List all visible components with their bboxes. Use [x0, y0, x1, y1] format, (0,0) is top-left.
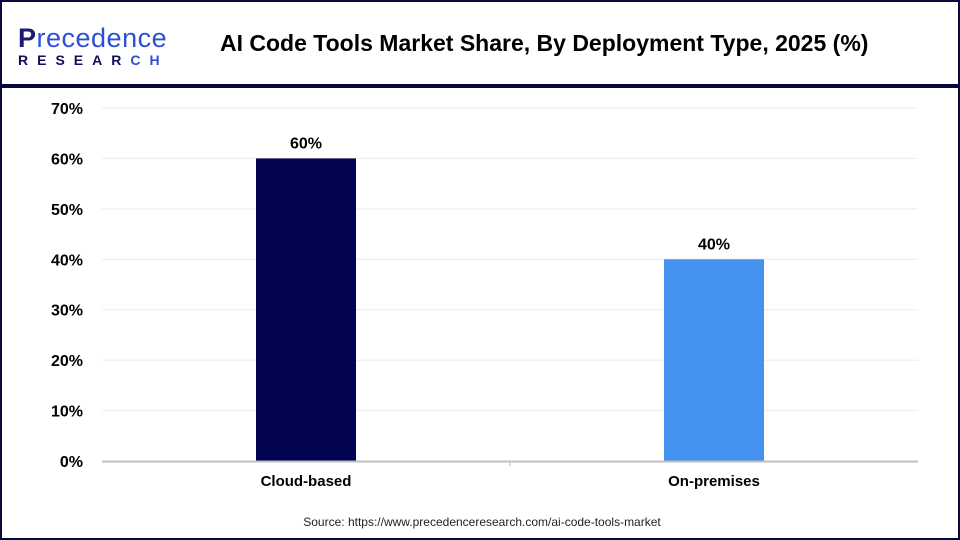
data-label: 40%: [698, 236, 730, 253]
y-tick-label: 70%: [51, 101, 83, 118]
y-tick-label: 10%: [51, 404, 83, 421]
y-tick-label: 60%: [51, 151, 83, 168]
bar-on-premises: [664, 259, 764, 461]
bar-cloud-based: [256, 158, 356, 461]
header-divider: [2, 84, 958, 88]
y-tick-label: 30%: [51, 303, 83, 320]
y-tick-label: 50%: [51, 202, 83, 219]
data-label: 60%: [290, 135, 322, 152]
y-tick-label: 0%: [60, 454, 83, 471]
logo: Precedence RESEARCH: [18, 23, 169, 68]
source-note: Source: https://www.precedenceresearch.c…: [303, 515, 661, 529]
chart-title: AI Code Tools Market Share, By Deploymen…: [220, 30, 869, 56]
x-tick-label: On-premises: [668, 473, 760, 490]
y-tick-label: 20%: [51, 353, 83, 370]
y-tick-label: 40%: [51, 252, 83, 269]
x-tick-label: Cloud-based: [261, 473, 352, 490]
